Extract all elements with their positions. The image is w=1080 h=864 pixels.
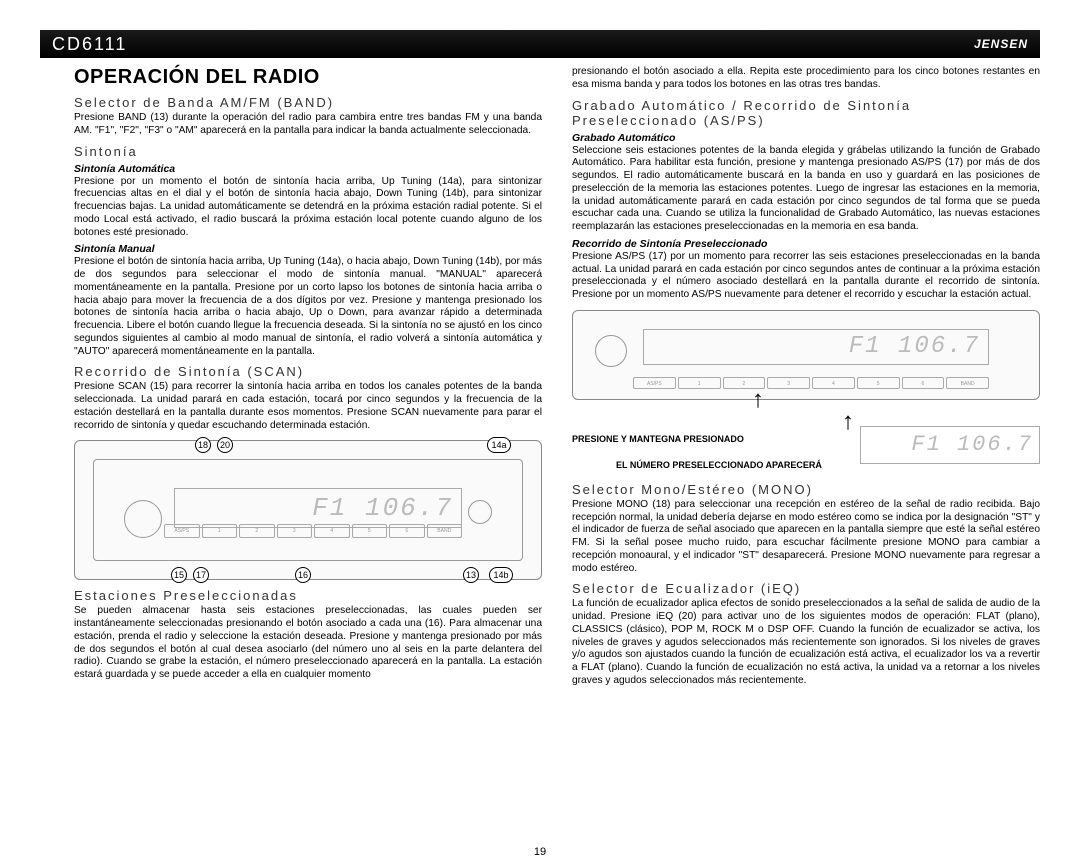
heading-ieq: Selector de Ecualizador (iEQ) — [572, 581, 1040, 596]
text-presets-cont: presionando el botón asociado a ella. Re… — [572, 66, 1040, 92]
heading-sintonia: Sintonía — [74, 144, 542, 159]
preset-btn: AS/PS — [164, 524, 200, 538]
text-ieq: La función de ecualizador aplica efectos… — [572, 598, 1040, 687]
callout-18: 18 — [195, 437, 211, 453]
preset-btn: 1 — [202, 524, 238, 538]
text-preset-scan: Presione AS/PS (17) por un momento para … — [572, 251, 1040, 302]
callout-16: 16 — [295, 567, 311, 583]
radio-lcd-inset: F1 106.7 — [860, 426, 1040, 464]
preset-btn: 3 — [277, 524, 313, 538]
text-manual-tune: Presione el botón de sintonía hacia arri… — [74, 256, 542, 358]
preset-btn: 3 — [767, 377, 810, 389]
preset-btn: 1 — [678, 377, 721, 389]
tune-knob-icon — [468, 500, 492, 524]
sub-auto-store: Grabado Automático — [572, 132, 1040, 144]
volume-knob-icon — [595, 335, 627, 367]
text-auto-store: Seleccione seis estaciones potentes de l… — [572, 145, 1040, 234]
heading-band: Selector de Banda AM/FM (BAND) — [74, 95, 542, 110]
radio-faceplate: F1 106.7 AS/PS 1 2 3 4 5 6 BAND — [93, 459, 523, 561]
left-column: OPERACIÓN DEL RADIO Selector de Banda AM… — [74, 66, 542, 688]
sub-preset-scan: Recorrido de Sintonía Preseleccionado — [572, 238, 1040, 250]
text-scan: Presione SCAN (15) para recorrer la sint… — [74, 381, 542, 432]
radio-faceplate-2: F1 106.7 AS/PS 1 2 3 4 5 6 BAND — [572, 310, 1040, 400]
header-bar: CD6111 JENSEN — [40, 30, 1040, 58]
preset-btn: 2 — [239, 524, 275, 538]
model-number: CD6111 — [52, 34, 127, 55]
caption-press-hold: PRESIONE Y MANTEGNA PRESIONADO — [572, 434, 744, 444]
callout-14a: 14a — [487, 437, 511, 453]
page-content: OPERACIÓN DEL RADIO Selector de Banda AM… — [0, 58, 1080, 688]
page-number: 19 — [534, 846, 546, 858]
right-column: presionando el botón asociado a ella. Re… — [572, 66, 1040, 688]
heading-presets: Estaciones Preseleccionadas — [74, 588, 542, 603]
arrow-up-icon: ↑ — [752, 386, 764, 414]
radio-diagram-1: F1 106.7 AS/PS 1 2 3 4 5 6 BAND 18 20 14… — [74, 440, 542, 580]
preset-btn: 4 — [314, 524, 350, 538]
preset-buttons-row: AS/PS 1 2 3 4 5 6 BAND — [164, 524, 462, 538]
callout-15: 15 — [171, 567, 187, 583]
callout-17: 17 — [193, 567, 209, 583]
sub-auto-tune: Sintonía Automática — [74, 163, 542, 175]
preset-btn: 5 — [857, 377, 900, 389]
callout-20: 20 — [217, 437, 233, 453]
preset-btn: 6 — [902, 377, 945, 389]
text-mono: Presione MONO (18) para seleccionar una … — [572, 499, 1040, 576]
preset-btn: AS/PS — [633, 377, 676, 389]
text-presets: Se pueden almacenar hasta seis estacione… — [74, 605, 542, 682]
heading-asps: Grabado Automático / Recorrido de Sinton… — [572, 98, 1040, 128]
heading-scan: Recorrido de Sintonía (SCAN) — [74, 364, 542, 379]
arrow-up-icon: ↑ — [842, 408, 854, 436]
preset-btn: BAND — [427, 524, 463, 538]
callout-13: 13 — [463, 567, 479, 583]
preset-btn: 5 — [352, 524, 388, 538]
main-title: OPERACIÓN DEL RADIO — [74, 66, 542, 89]
radio-lcd-display: F1 106.7 — [174, 488, 462, 528]
preset-btn: 6 — [389, 524, 425, 538]
preset-btn: BAND — [946, 377, 989, 389]
brand-logo: JENSEN — [974, 37, 1028, 51]
heading-mono: Selector Mono/Estéreo (MONO) — [572, 482, 1040, 497]
callout-14b: 14b — [489, 567, 513, 583]
text-band: Presione BAND (13) durante la operación … — [74, 112, 542, 138]
preset-buttons-row-2: AS/PS 1 2 3 4 5 6 BAND — [633, 377, 989, 389]
preset-btn: 4 — [812, 377, 855, 389]
text-auto-tune: Presione por un momento el botón de sint… — [74, 176, 542, 240]
volume-knob-icon — [124, 500, 162, 538]
sub-manual-tune: Sintonía Manual — [74, 243, 542, 255]
radio-lcd-display-2: F1 106.7 — [643, 329, 989, 365]
caption-preset-appears: EL NÚMERO PRESELECCIONADO APARECERÁ — [616, 460, 822, 470]
radio-diagram-2: F1 106.7 AS/PS 1 2 3 4 5 6 BAND ↑ ↑ F1 1… — [572, 310, 1040, 430]
